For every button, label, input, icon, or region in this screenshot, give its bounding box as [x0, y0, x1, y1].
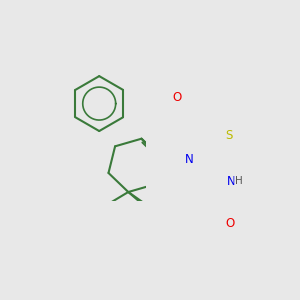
- Text: H: H: [235, 176, 243, 186]
- Text: N: N: [227, 175, 236, 188]
- Text: O: O: [173, 91, 182, 104]
- Text: S: S: [225, 129, 233, 142]
- Text: O: O: [225, 217, 234, 230]
- Text: N: N: [185, 153, 194, 166]
